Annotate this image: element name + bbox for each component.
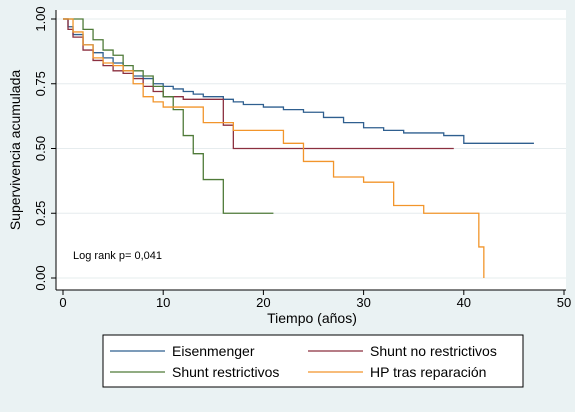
legend-label-3: HP tras reparación [370, 364, 486, 380]
legend-label-1: Shunt no restrictivos [370, 343, 497, 359]
x-tick-label: 0 [59, 295, 66, 310]
log-rank-annotation: Log rank p= 0,041 [73, 250, 162, 262]
series-line-3 [63, 18, 485, 278]
y-tick-label: 0.25 [33, 201, 48, 226]
plot-area [56, 10, 566, 290]
series-group [63, 18, 534, 278]
legend-label-0: Eisenmenger [172, 343, 255, 359]
y-axis-title: Supervivencia acumulada [7, 70, 23, 231]
series-line-1 [63, 18, 454, 150]
axes: 0.00 0.25 0.50 0.75 1.00 0 10 20 30 40 50 [33, 6, 571, 310]
x-tick-label: 20 [256, 295, 270, 310]
x-tick-label: 40 [457, 295, 471, 310]
legend-label-2: Shunt restrictivos [172, 364, 279, 380]
legend-box [102, 334, 524, 388]
x-axis-title: Tiempo (años) [267, 310, 357, 326]
x-tick-label: 30 [356, 295, 370, 310]
y-tick-label: 1.00 [33, 6, 48, 31]
series-line-0 [63, 18, 534, 144]
y-tick-label: 0.75 [33, 71, 48, 96]
x-tick-label: 10 [156, 295, 170, 310]
y-tick-label: 0.00 [33, 265, 48, 290]
series-line-2 [63, 18, 274, 214]
y-tick-label: 0.50 [33, 136, 48, 161]
x-tick-label: 50 [557, 295, 571, 310]
legend: Eisenmenger Shunt no restrictivos Shunt re… [102, 334, 524, 388]
